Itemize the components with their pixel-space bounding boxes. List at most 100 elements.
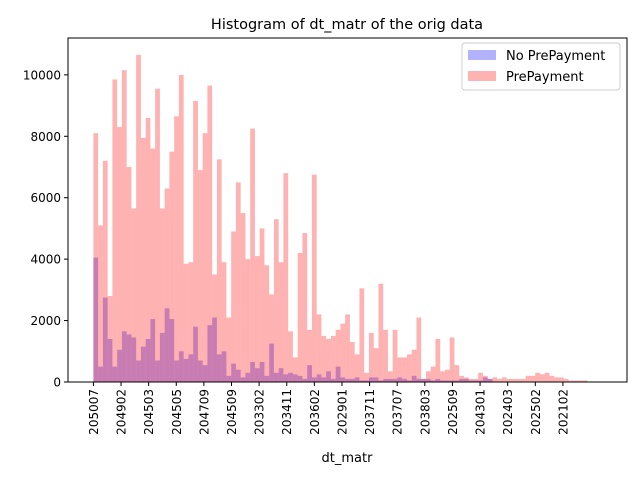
histogram-bar xyxy=(145,339,151,382)
histogram-bar xyxy=(297,253,303,382)
histogram-bar xyxy=(383,329,388,382)
histogram-bar xyxy=(468,378,474,382)
histogram-bar xyxy=(501,377,507,382)
y-tick-label: 6000 xyxy=(30,191,61,205)
histogram-bar xyxy=(288,331,293,382)
histogram-bar xyxy=(454,365,460,382)
histogram-bar xyxy=(520,378,526,382)
histogram-bar xyxy=(292,374,298,382)
histogram-bar xyxy=(387,378,393,382)
histogram-bar xyxy=(378,283,384,382)
x-axis: 205007 204902 204503 204505 204709 204509 2033… xyxy=(87,382,570,435)
histogram-bar xyxy=(349,378,355,382)
histogram-bar xyxy=(245,372,251,382)
histogram-bar xyxy=(349,342,355,382)
histogram-bar xyxy=(264,265,270,382)
histogram-bar xyxy=(316,314,322,382)
histogram-bar xyxy=(435,378,441,382)
histogram-bar xyxy=(373,348,379,382)
histogram-bar xyxy=(273,219,279,382)
histogram-bar xyxy=(131,337,137,382)
histogram-bar xyxy=(454,380,460,382)
histogram-bar xyxy=(345,314,350,382)
histogram-bar xyxy=(425,378,431,382)
histogram-bar xyxy=(159,208,165,382)
histogram-bar xyxy=(425,371,431,382)
histogram-bar xyxy=(283,374,289,382)
histogram-bar xyxy=(250,128,255,382)
y-tick-label: 0 xyxy=(53,376,61,390)
histogram-bar xyxy=(155,88,160,382)
x-tick-label: 204505 xyxy=(170,389,184,435)
x-tick-label: 202502 xyxy=(529,389,543,435)
histogram-bar xyxy=(549,375,555,382)
histogram-bar xyxy=(406,354,412,382)
histogram-bar xyxy=(430,366,436,382)
histogram-bar xyxy=(216,354,222,382)
histogram-bar xyxy=(221,351,227,382)
histogram-bar xyxy=(444,369,450,382)
histogram-bar xyxy=(387,371,393,382)
x-tick-label: 203411 xyxy=(280,389,294,435)
histogram-bar xyxy=(278,368,284,382)
histogram-bar xyxy=(368,332,374,382)
histogram-bar xyxy=(478,372,483,382)
histogram-bar xyxy=(273,372,279,382)
histogram-bar xyxy=(307,329,312,382)
series-prepayment-bars xyxy=(93,54,588,383)
histogram-bar xyxy=(316,374,322,382)
histogram-bar xyxy=(231,231,236,382)
histogram-bar xyxy=(473,380,479,382)
histogram-bar xyxy=(411,349,417,382)
histogram-bar xyxy=(392,378,398,382)
histogram-bar xyxy=(202,133,208,382)
histogram-bar xyxy=(539,374,545,382)
histogram-bar xyxy=(354,354,360,382)
histogram-bar xyxy=(330,378,336,382)
histogram-bar xyxy=(245,259,251,382)
histogram-bar xyxy=(506,378,512,382)
histogram-bar xyxy=(492,377,498,382)
histogram-bar xyxy=(326,339,331,382)
histogram-bar xyxy=(169,151,175,382)
legend-swatch-prepayment xyxy=(468,71,496,81)
histogram-bar xyxy=(259,362,265,382)
histogram-bar xyxy=(98,366,103,382)
histogram-bar xyxy=(207,325,213,382)
histogram-bar xyxy=(269,294,274,382)
histogram-bar xyxy=(459,378,464,382)
histogram-bar xyxy=(107,339,113,382)
histogram-bar xyxy=(302,233,308,382)
histogram-bar xyxy=(145,117,151,382)
histogram-bar xyxy=(321,377,327,382)
histogram-bar xyxy=(577,380,583,382)
histogram-bar xyxy=(497,378,502,382)
histogram-bar xyxy=(406,380,412,382)
histogram-bar xyxy=(254,368,260,382)
histogram-bar xyxy=(140,346,146,382)
histogram-bar xyxy=(383,378,388,382)
chart-title: Histogram of dt_matr of the orig data xyxy=(211,17,483,33)
histogram-bar xyxy=(264,375,270,382)
histogram-bar xyxy=(449,337,455,382)
histogram-bar xyxy=(558,377,564,382)
histogram-bar xyxy=(169,319,175,382)
histogram-bar xyxy=(563,378,569,382)
histogram-bar xyxy=(397,377,403,382)
histogram-bar xyxy=(164,188,170,382)
histogram-bar xyxy=(197,170,203,382)
histogram-bar xyxy=(212,317,217,382)
histogram-bar xyxy=(378,380,384,382)
histogram-bar xyxy=(269,343,274,382)
x-tick-label: 202403 xyxy=(501,389,515,435)
histogram-bar xyxy=(397,357,403,382)
histogram-bar xyxy=(136,360,141,382)
histogram-bar xyxy=(307,365,312,382)
histogram-bar xyxy=(311,174,317,382)
histogram-bar xyxy=(421,378,426,382)
histogram-bar xyxy=(359,288,365,382)
histogram-bar xyxy=(235,182,241,382)
histogram-bar xyxy=(240,213,246,382)
